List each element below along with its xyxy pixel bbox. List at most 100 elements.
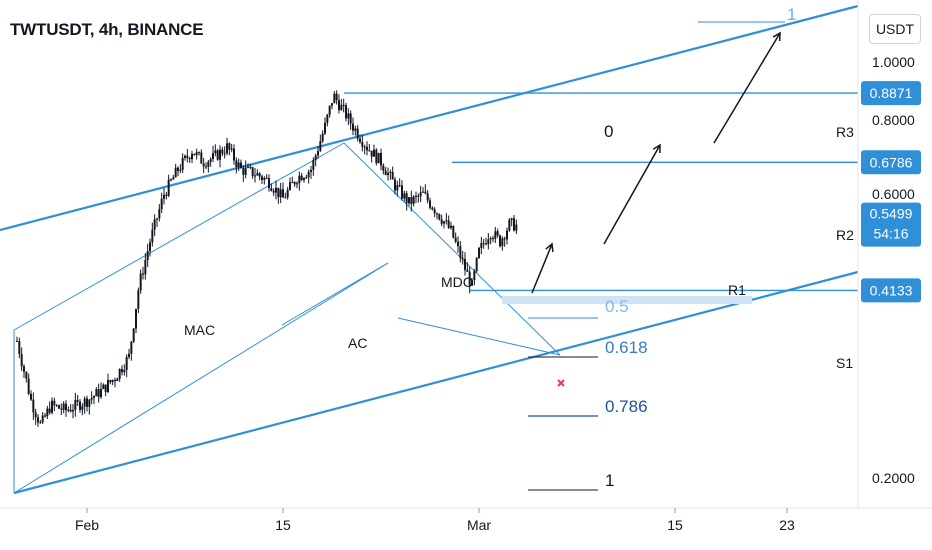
price-tag: [861, 278, 921, 303]
candle-body: [403, 193, 406, 199]
x-tick-label: 15: [667, 517, 683, 533]
candle-body: [179, 169, 182, 171]
candle-body: [405, 193, 408, 204]
candle-body: [433, 209, 436, 214]
candle-body: [142, 273, 144, 275]
candle-body: [438, 214, 441, 220]
candle-body: [102, 384, 105, 389]
candle-body: [41, 415, 44, 423]
bar-countdown-label: 54:16: [873, 226, 908, 242]
chart-title: TWTUSDT, 4h, BINANCE: [10, 20, 204, 39]
candle-body: [464, 258, 466, 270]
candle-body: [368, 150, 371, 152]
candle-body: [121, 368, 123, 373]
candle-body: [426, 193, 429, 201]
candle-body: [23, 366, 25, 372]
candle-body: [380, 152, 382, 166]
candle-body: [51, 400, 53, 413]
candle-body: [436, 213, 438, 215]
currency-button[interactable]: USDT: [869, 14, 921, 44]
candle-body: [233, 148, 235, 161]
candle-body: [214, 150, 217, 154]
candle-body: [375, 149, 378, 164]
annotation-mdc: MDC: [441, 274, 473, 290]
candle-body: [373, 149, 375, 157]
candle-body: [492, 238, 494, 240]
candle-body: [510, 218, 513, 220]
candle-body: [289, 182, 291, 190]
candle-body: [286, 189, 289, 198]
annotation-ac: AC: [348, 335, 367, 351]
candle-body: [361, 142, 364, 147]
candle-body: [146, 251, 149, 261]
candle-body: [501, 238, 504, 247]
candle-body: [291, 182, 294, 184]
candle-body: [207, 161, 210, 167]
candle-body: [410, 197, 413, 204]
candle-body: [167, 179, 170, 196]
annotation-mac: MAC: [184, 322, 215, 338]
x-tick-label: 23: [779, 517, 795, 533]
level-label-s1: S1: [836, 355, 853, 371]
fib-label-1-top: 1: [787, 5, 796, 24]
candle-body: [482, 243, 485, 245]
candle-body: [338, 100, 340, 111]
candle-body: [205, 166, 207, 168]
candle-body: [135, 308, 137, 329]
candle-body: [307, 171, 310, 178]
candles-layer: [16, 90, 518, 427]
candle-body: [415, 195, 417, 197]
candle-body: [440, 219, 443, 224]
candle-body: [377, 152, 380, 164]
candle-body: [459, 246, 462, 258]
candle-body: [508, 219, 511, 231]
candle-body: [55, 405, 58, 407]
candle-body: [130, 341, 133, 354]
candle-body: [235, 160, 238, 167]
candle-body: [86, 398, 88, 407]
candle-body: [499, 235, 501, 247]
candle-body: [270, 188, 273, 191]
candle-body: [247, 166, 249, 168]
candle-body: [27, 378, 30, 394]
fib-label-0-5: 0.5: [605, 297, 629, 316]
candle-body: [188, 157, 191, 160]
candle-body: [275, 187, 277, 193]
candle-body: [457, 241, 459, 247]
candle-body: [18, 341, 21, 355]
candle-body: [394, 179, 396, 191]
candle-body: [109, 380, 112, 383]
candle-body: [107, 380, 109, 393]
candle-body: [494, 231, 497, 239]
candle-body: [382, 165, 385, 171]
candle-body: [186, 155, 189, 158]
candle-body: [69, 409, 72, 412]
candle-body: [172, 177, 175, 180]
candle-body: [242, 168, 245, 175]
candle-body: [300, 175, 303, 181]
candle-body: [324, 122, 326, 134]
channel-line: [13, 262, 389, 494]
candle-body: [424, 191, 427, 194]
channel-line: [397, 317, 561, 356]
candle-body: [132, 328, 135, 342]
candle-body: [431, 207, 434, 210]
candle-body: [272, 190, 275, 193]
y-tick-label: 0.6000: [872, 186, 915, 202]
arrow-head-icon: [545, 242, 554, 253]
candle-body: [254, 175, 256, 177]
candle-body: [104, 384, 107, 393]
candle-body: [429, 200, 431, 208]
level-label-r3: R3: [836, 124, 854, 140]
channel-line: [281, 262, 389, 326]
candle-body: [251, 167, 254, 177]
candle-body: [174, 167, 177, 178]
level-label-r2: R2: [836, 227, 854, 243]
candle-body: [506, 230, 508, 240]
projection-arrow: [603, 144, 661, 245]
candle-body: [46, 408, 49, 417]
y-tick-label: 1.0000: [872, 54, 915, 70]
candle-body: [345, 105, 347, 119]
candle-body: [356, 128, 359, 139]
